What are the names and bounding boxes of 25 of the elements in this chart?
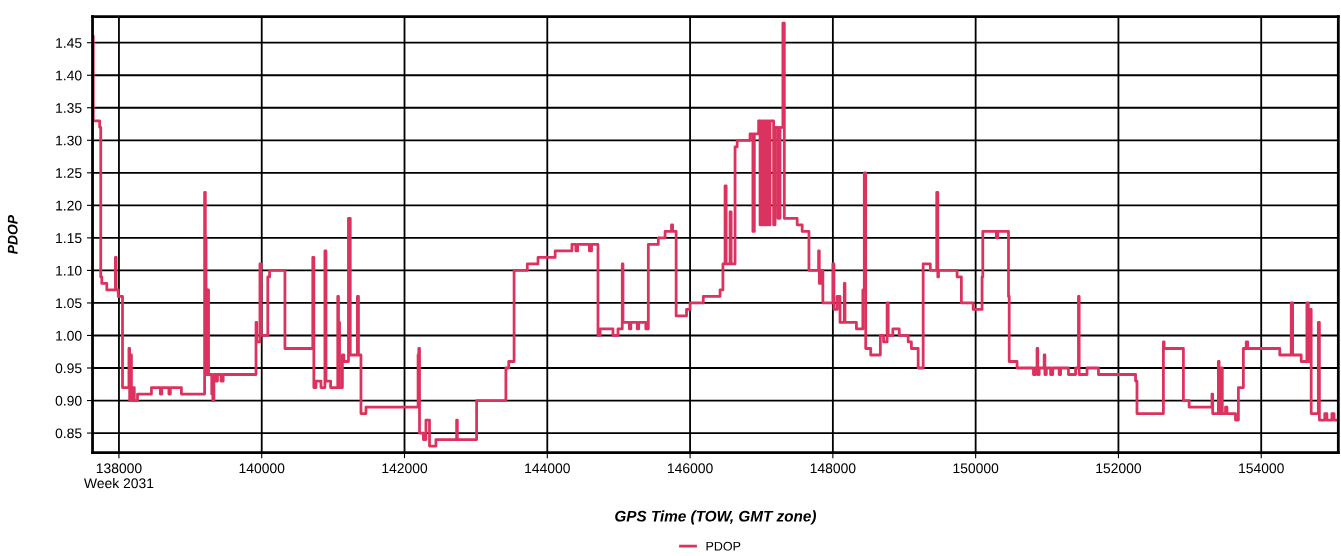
x-tick-label: 142000 [382, 463, 428, 474]
y-tick-label: 1.00 [56, 330, 82, 341]
y-tick-label: 1.20 [56, 200, 82, 211]
y-tick-label: 1.40 [56, 70, 82, 81]
x-tick-label: 138000 Week 2031 [84, 463, 154, 489]
x-tick-label: 154000 [1239, 463, 1284, 474]
x-axis-title: GPS Time (TOW, GMT zone) [615, 510, 816, 525]
x-tick-label: 150000 [953, 463, 999, 474]
y-tick-label: 1.45 [56, 38, 82, 48]
y-tick-label: 0.95 [55, 363, 82, 374]
y-tick-label: 1.35 [56, 103, 82, 113]
x-tick-label: 148000 [810, 463, 856, 474]
y-tick-label: 1.10 [56, 265, 82, 276]
y-tick-label: 0.90 [55, 395, 82, 406]
y-tick-label: 1.05 [56, 298, 82, 309]
x-tick-label: 140000 [239, 463, 285, 474]
y-axis-title: PDOP [7, 214, 18, 255]
y-tick-label: 0.85 [55, 428, 82, 439]
x-tick-label: 152000 [1096, 463, 1142, 474]
legend-label: PDOP [706, 541, 741, 551]
y-tick-label: 1.15 [56, 233, 82, 244]
y-tick-label: 1.25 [56, 168, 82, 178]
x-tick-label: 146000 [667, 463, 713, 474]
y-tick-label: 1.30 [56, 135, 82, 146]
x-tick-label: 144000 [525, 463, 570, 474]
